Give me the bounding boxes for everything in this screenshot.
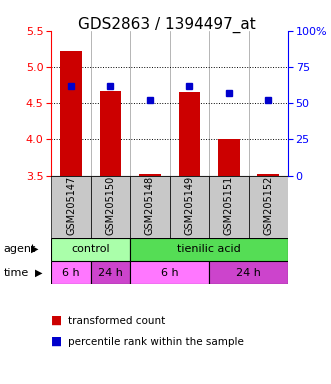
Bar — [91, 175, 130, 238]
Bar — [51, 175, 91, 238]
Text: time: time — [3, 268, 28, 278]
Text: ■: ■ — [51, 335, 63, 348]
Text: GSM205152: GSM205152 — [263, 175, 273, 235]
Text: ▶: ▶ — [31, 244, 39, 254]
Bar — [258, 174, 279, 175]
Text: GSM205148: GSM205148 — [145, 176, 155, 235]
Bar — [51, 261, 91, 284]
Bar — [209, 175, 249, 238]
Bar — [130, 175, 169, 238]
Text: transformed count: transformed count — [68, 316, 165, 326]
Text: GSM205151: GSM205151 — [224, 176, 234, 235]
Text: 24 h: 24 h — [236, 268, 261, 278]
Text: GSM205149: GSM205149 — [184, 176, 194, 235]
Text: tienilic acid: tienilic acid — [177, 244, 241, 254]
Bar — [209, 261, 288, 284]
Text: GSM205150: GSM205150 — [106, 176, 116, 235]
Bar — [130, 238, 288, 261]
Bar — [139, 174, 161, 175]
Bar — [178, 92, 200, 175]
Text: 24 h: 24 h — [98, 268, 123, 278]
Bar — [100, 91, 121, 175]
Text: agent: agent — [3, 244, 36, 254]
Text: ■: ■ — [51, 314, 63, 327]
Bar — [51, 238, 130, 261]
Bar — [60, 51, 82, 175]
Bar — [130, 261, 209, 284]
Bar — [91, 261, 130, 284]
Text: GDS2863 / 1394497_at: GDS2863 / 1394497_at — [78, 17, 256, 33]
Text: 6 h: 6 h — [62, 268, 80, 278]
Bar — [249, 175, 288, 238]
Bar — [218, 139, 240, 175]
Text: ▶: ▶ — [35, 268, 42, 278]
Text: control: control — [71, 244, 110, 254]
Text: percentile rank within the sample: percentile rank within the sample — [68, 337, 244, 347]
Bar — [169, 175, 209, 238]
Text: GSM205147: GSM205147 — [66, 176, 76, 235]
Text: 6 h: 6 h — [161, 268, 178, 278]
